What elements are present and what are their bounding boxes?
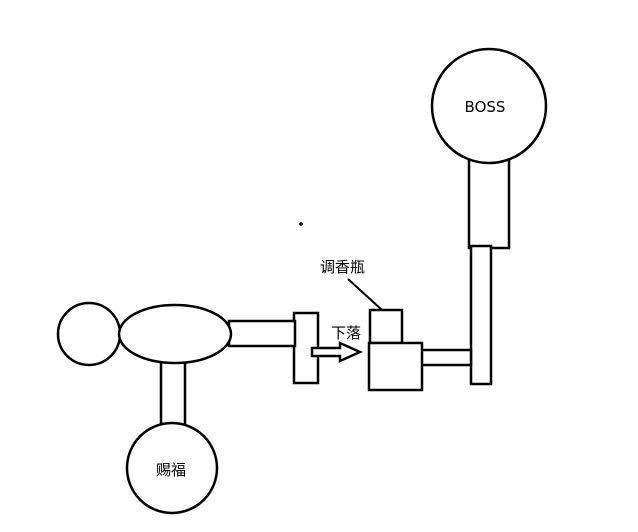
landing-box <box>367 341 424 392</box>
connector-corridor-right <box>419 348 473 367</box>
bottle-pointer-line <box>347 278 383 311</box>
blessing-corridor <box>159 356 187 430</box>
boss-room <box>430 47 548 165</box>
left-room <box>56 301 122 367</box>
corridor-left <box>227 319 297 348</box>
drop-arrow-icon <box>310 341 364 363</box>
bottle-label: 调香瓶 <box>320 258 365 276</box>
drop-label: 下落 <box>331 324 361 342</box>
bottle-box <box>368 308 404 345</box>
boss-label: BOSS <box>465 98 506 116</box>
central-room <box>117 303 233 365</box>
boss-corridor-upper <box>467 151 511 250</box>
blessing-room <box>125 421 219 515</box>
dot-marker <box>299 222 303 226</box>
boss-corridor-lower <box>469 244 493 386</box>
blessing-label: 赐福 <box>156 461 186 479</box>
